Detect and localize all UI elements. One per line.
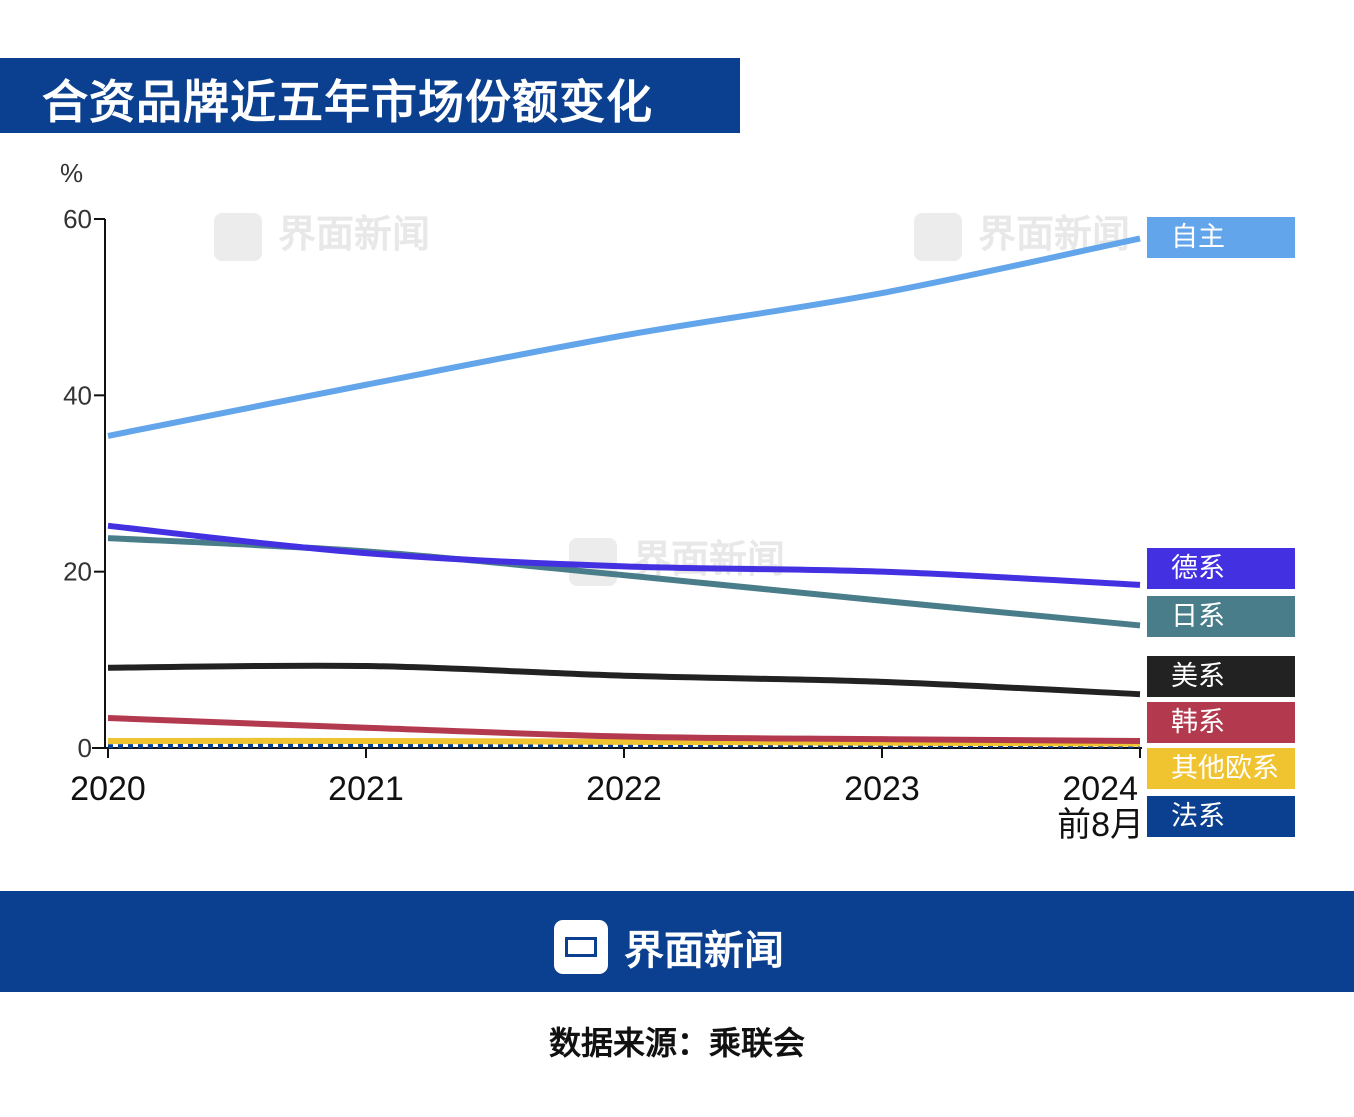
brand-logo: 界面新闻	[554, 918, 784, 976]
legend-item: 其他欧系	[1147, 748, 1295, 789]
series-line-德系	[107, 522, 1141, 588]
title-bar: 合资品牌近五年市场份额变化	[0, 58, 740, 133]
footer: 界面新闻	[0, 891, 1354, 992]
y-tick-label: 40	[63, 380, 92, 410]
y-tick-label: 0	[78, 733, 92, 763]
x-tick-label: 2023	[844, 770, 920, 808]
legend-item: 韩系	[1147, 702, 1295, 743]
legend-item: 法系	[1147, 796, 1295, 837]
series-line-日系	[107, 535, 1141, 629]
page-title: 合资品牌近五年市场份额变化	[42, 75, 653, 129]
watermark-logo-icon	[914, 212, 962, 261]
legend-item: 日系	[1147, 596, 1295, 637]
watermark-logo-icon	[214, 212, 262, 261]
data-source: 数据来源：乘联会	[548, 1024, 805, 1062]
legend-item: 德系	[1147, 548, 1295, 589]
watermark: 界面新闻	[214, 203, 430, 261]
x-tick-label: 2024	[1062, 770, 1138, 808]
series-line-韩系	[107, 715, 1141, 744]
x-tick-label: 2021	[328, 770, 404, 808]
x-tick-label: 2022	[586, 770, 662, 808]
y-tick-label: 20	[63, 557, 92, 587]
legend-item: 自主	[1147, 217, 1295, 258]
y-axis-label: %	[60, 158, 83, 188]
watermark-logo-icon	[569, 537, 617, 586]
x-tick-label: 2020	[70, 770, 146, 808]
x-tick-label: 前8月	[1057, 806, 1144, 844]
legend-item: 美系	[1147, 656, 1295, 697]
watermark: 界面新闻	[569, 528, 785, 586]
brand-logo-icon	[554, 920, 608, 974]
series-line-其他欧系	[107, 737, 1141, 747]
y-tick-label: 60	[63, 204, 92, 234]
series-line-美系	[107, 662, 1141, 698]
series-line-自主	[107, 235, 1141, 439]
